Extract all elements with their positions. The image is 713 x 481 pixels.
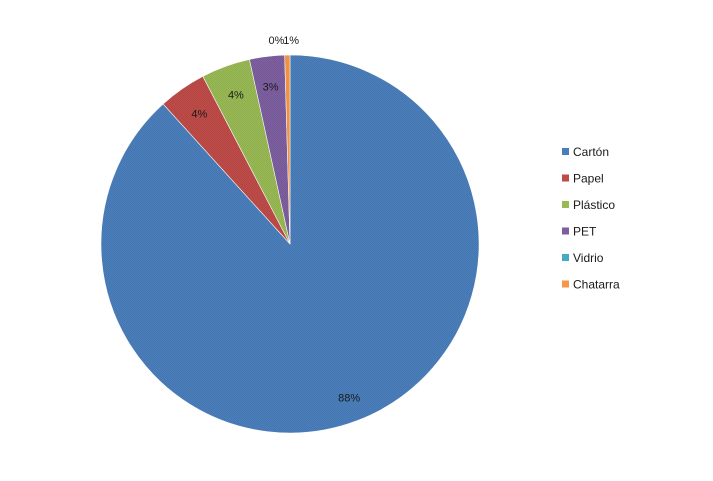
legend-swatch-papel [562,174,569,182]
legend-item-chatarra: Chatarra [562,278,620,292]
legend-swatch-vidrio [562,254,569,261]
legend-swatch-plastico [562,201,569,208]
legend-item-pet: PET [562,225,597,239]
data-label-vidrio: 0% [268,35,284,47]
pie-labels: 88% 4% 4% 3% 0%1% [191,35,360,404]
data-label-pet: 3% [263,81,279,93]
data-label-carton: 88% [338,392,360,404]
legend-swatch-pet [562,227,569,235]
legend-label-vidrio: Vidrio [573,251,604,265]
legend-label-papel: Papel [573,172,604,186]
legend-swatch-chatarra [562,280,569,288]
data-label-plastico: 4% [228,90,244,102]
legend-label-plastico: Plástico [573,198,615,212]
slice-texture-chatarra [284,55,290,244]
slice-texture-pet [249,55,290,244]
slice-texture-carton [101,55,480,433]
legend: Cartón Papel Plástico PET Vidrio Chatarra [562,145,620,292]
legend-item-vidrio: Vidrio [562,251,604,265]
data-label-papel: 4% [191,109,207,121]
legend-label-pet: PET [573,225,597,239]
slice-texture-plastico [202,59,290,245]
legend-label-chatarra: Chatarra [573,278,620,292]
data-label-chatarra: 1% [283,35,299,47]
legend-swatch-carton [562,148,569,155]
pie-texture [101,55,480,433]
legend-item-papel: Papel [562,172,604,186]
legend-item-carton: Cartón [562,145,609,159]
legend-label-carton: Cartón [573,145,609,159]
legend-item-plastico: Plástico [562,198,615,212]
slice-texture-papel [163,76,290,244]
